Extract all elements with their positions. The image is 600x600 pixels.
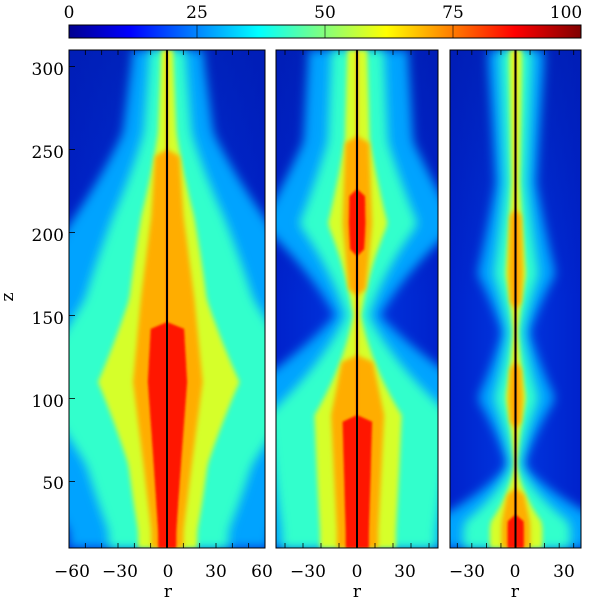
x-tick-label: 30 — [394, 562, 416, 582]
y-axis-ticks: 50 100 150 200 250 300 — [32, 60, 64, 494]
heatmap-panel-2 — [275, 49, 439, 549]
x-axis-ticks-panel-1: −60 −30 0 30 60 r — [54, 562, 273, 600]
x-tick-label: 0 — [510, 562, 521, 582]
x-tick-label: −30 — [102, 562, 138, 582]
y-tick-label: 50 — [42, 474, 64, 494]
y-tick-label: 100 — [32, 392, 64, 412]
x-tick-label: 30 — [553, 562, 575, 582]
colorbar-tick-label: 75 — [442, 3, 464, 23]
heatmap-field — [450, 50, 581, 548]
x-tick-label: 60 — [251, 562, 273, 582]
x-tick-label: 0 — [163, 562, 174, 582]
heatmap-panel-3 — [449, 49, 582, 549]
colorbar: 0 25 50 75 100 — [64, 3, 582, 39]
colorbar-tick-label: 100 — [550, 3, 582, 23]
y-tick-label: 150 — [32, 309, 64, 329]
colorbar-tick-label: 50 — [314, 3, 336, 23]
heatmap-panel-1 — [68, 49, 266, 549]
x-tick-label: 0 — [352, 562, 363, 582]
y-tick-label: 300 — [32, 60, 64, 80]
y-tick-label: 250 — [32, 143, 64, 163]
y-tick-label: 200 — [32, 226, 64, 246]
x-tick-label: 30 — [205, 562, 227, 582]
heatmap-field — [276, 50, 438, 548]
heatmap-field — [69, 50, 265, 548]
x-axis-label: r — [164, 582, 173, 600]
x-tick-label: −30 — [449, 562, 485, 582]
x-tick-label: −30 — [290, 562, 326, 582]
y-axis-label: z — [0, 292, 18, 301]
colorbar-tick-label: 0 — [64, 3, 75, 23]
x-axis-label: r — [511, 582, 520, 600]
colorbar-tick-label: 25 — [186, 3, 208, 23]
x-axis-label: r — [353, 582, 362, 600]
x-axis-ticks-panel-2: −30 0 30 r — [290, 562, 416, 600]
x-tick-label: −60 — [54, 562, 90, 582]
x-axis-ticks-panel-3: −30 0 30 r — [449, 562, 575, 600]
panels — [68, 49, 582, 549]
